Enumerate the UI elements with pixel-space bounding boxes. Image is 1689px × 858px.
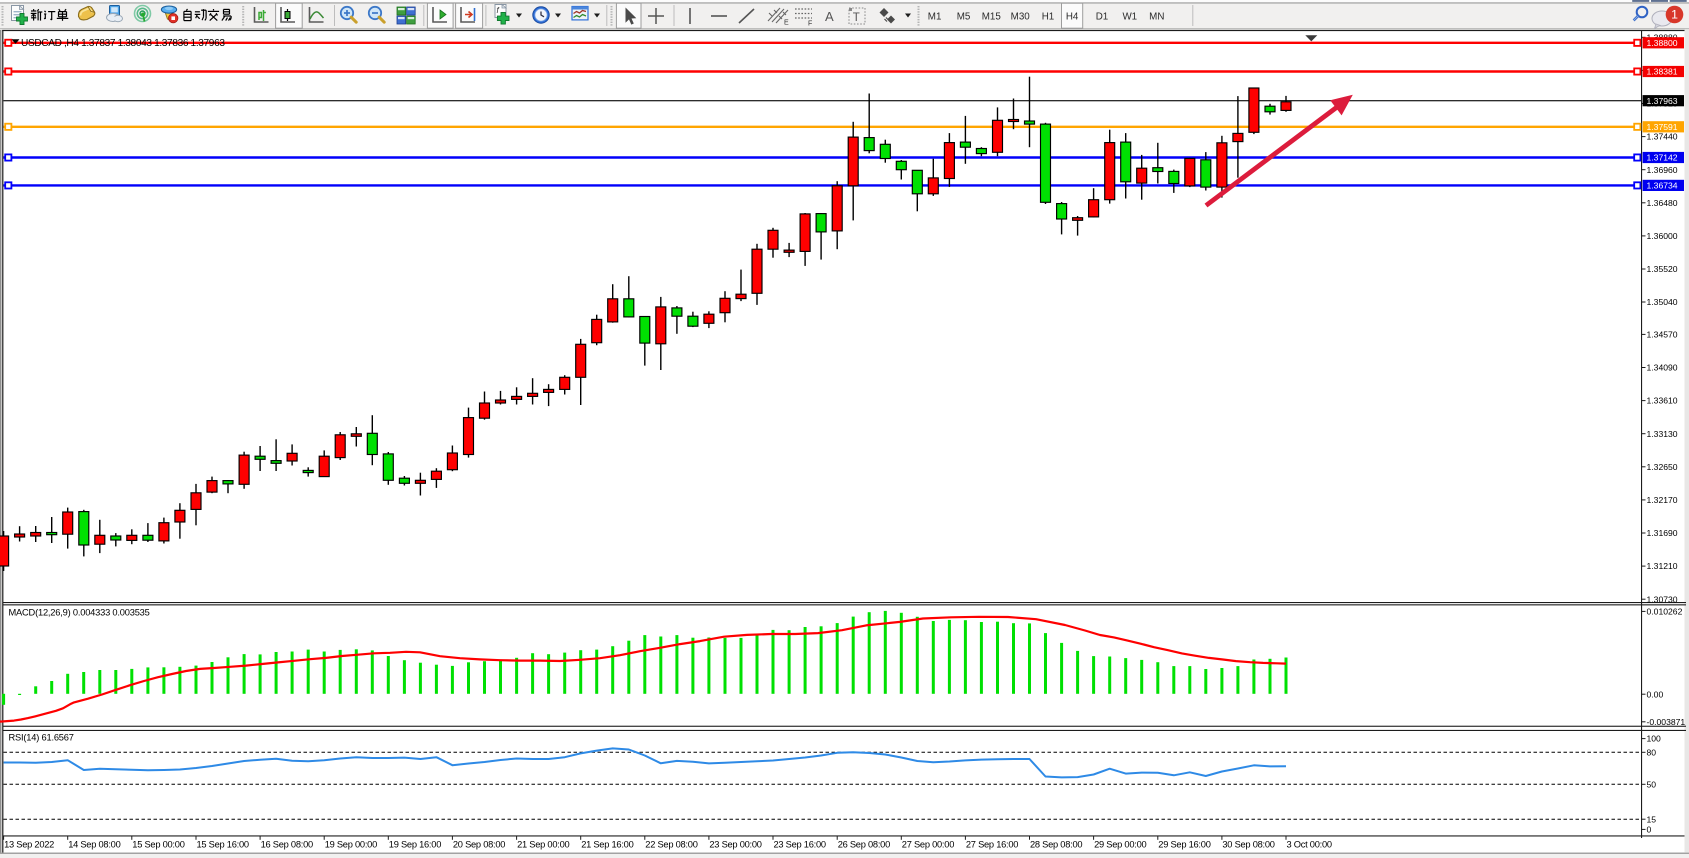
svg-text:1.35520: 1.35520 xyxy=(1647,264,1678,274)
svg-text:1.37142: 1.37142 xyxy=(1647,153,1678,163)
svg-text:H1: H1 xyxy=(1042,11,1055,22)
svg-text:19 Sep 16:00: 19 Sep 16:00 xyxy=(389,840,441,850)
svg-text:1.38800: 1.38800 xyxy=(1647,38,1678,48)
svg-text:19 Sep 00:00: 19 Sep 00:00 xyxy=(325,840,377,850)
svg-text:1.32170: 1.32170 xyxy=(1647,495,1678,505)
svg-text:1.33130: 1.33130 xyxy=(1647,429,1678,439)
svg-text:15: 15 xyxy=(1647,814,1657,824)
svg-text:3 Oct 00:00: 3 Oct 00:00 xyxy=(1287,840,1332,850)
svg-text:100: 100 xyxy=(1647,734,1662,744)
svg-text:1.31210: 1.31210 xyxy=(1647,561,1678,571)
svg-text:21 Sep 00:00: 21 Sep 00:00 xyxy=(517,840,569,850)
svg-text:F: F xyxy=(808,21,812,28)
svg-text:1.37440: 1.37440 xyxy=(1647,132,1678,142)
svg-text:20 Sep 08:00: 20 Sep 08:00 xyxy=(453,840,505,850)
svg-text:27 Sep 16:00: 27 Sep 16:00 xyxy=(966,840,1018,850)
svg-text:1.33610: 1.33610 xyxy=(1647,396,1678,406)
svg-text:1.36734: 1.36734 xyxy=(1647,181,1678,191)
svg-text:D1: D1 xyxy=(1096,11,1109,22)
svg-text:1.37963: 1.37963 xyxy=(1647,96,1678,106)
svg-text:-0.003871: -0.003871 xyxy=(1647,717,1686,727)
svg-text:W1: W1 xyxy=(1122,11,1137,22)
svg-text:E: E xyxy=(784,20,789,27)
svg-text:14 Sep 08:00: 14 Sep 08:00 xyxy=(68,840,120,850)
svg-text:29 Sep 00:00: 29 Sep 00:00 xyxy=(1094,840,1146,850)
svg-text:1.35040: 1.35040 xyxy=(1647,297,1678,307)
svg-text:15 Sep 16:00: 15 Sep 16:00 xyxy=(197,840,249,850)
svg-text:21 Sep 16:00: 21 Sep 16:00 xyxy=(581,840,633,850)
svg-text:13 Sep 2022: 13 Sep 2022 xyxy=(4,840,54,850)
svg-text:22 Sep 08:00: 22 Sep 08:00 xyxy=(645,840,697,850)
svg-text:1.38381: 1.38381 xyxy=(1647,67,1678,77)
svg-text:30 Sep 08:00: 30 Sep 08:00 xyxy=(1222,840,1274,850)
svg-text:50: 50 xyxy=(1647,779,1657,789)
svg-text:T: T xyxy=(853,12,860,24)
svg-text:1: 1 xyxy=(1671,8,1678,22)
svg-text:1.37591: 1.37591 xyxy=(1647,122,1678,132)
svg-text:M5: M5 xyxy=(957,11,971,22)
svg-text:1.31690: 1.31690 xyxy=(1647,528,1678,538)
svg-text:1.34090: 1.34090 xyxy=(1647,363,1678,373)
svg-text:USDCAD ,H4 1.37837 1.38043 1.: USDCAD ,H4 1.37837 1.38043 1.37836 1.379… xyxy=(21,38,225,49)
svg-text:0: 0 xyxy=(1647,825,1652,835)
svg-text:1.36960: 1.36960 xyxy=(1647,165,1678,175)
svg-text:MACD(12,26,9) 0.004333 0.00353: MACD(12,26,9) 0.004333 0.003535 xyxy=(9,607,150,617)
svg-text:80: 80 xyxy=(1647,747,1657,757)
svg-text:28 Sep 08:00: 28 Sep 08:00 xyxy=(1030,840,1082,850)
svg-text:15 Sep 00:00: 15 Sep 00:00 xyxy=(132,840,184,850)
svg-text:1.36480: 1.36480 xyxy=(1647,198,1678,208)
svg-text:26 Sep 08:00: 26 Sep 08:00 xyxy=(838,840,890,850)
svg-text:M30: M30 xyxy=(1011,11,1031,22)
svg-text:1.32650: 1.32650 xyxy=(1647,462,1678,472)
svg-text:M15: M15 xyxy=(982,11,1002,22)
svg-text:29 Sep 16:00: 29 Sep 16:00 xyxy=(1158,840,1210,850)
svg-text:1.30730: 1.30730 xyxy=(1647,594,1678,604)
svg-text:23 Sep 00:00: 23 Sep 00:00 xyxy=(709,840,761,850)
svg-text:23 Sep 16:00: 23 Sep 16:00 xyxy=(774,840,826,850)
svg-text:A: A xyxy=(825,9,834,24)
svg-text:27 Sep 00:00: 27 Sep 00:00 xyxy=(902,840,954,850)
svg-text:1.34570: 1.34570 xyxy=(1647,330,1678,340)
svg-text:M1: M1 xyxy=(928,11,942,22)
svg-text:f: f xyxy=(497,6,500,15)
svg-text:0.00: 0.00 xyxy=(1647,689,1664,699)
svg-text:16 Sep 08:00: 16 Sep 08:00 xyxy=(261,840,313,850)
svg-text:1.36000: 1.36000 xyxy=(1647,231,1678,241)
svg-text:RSI(14) 61.6567: RSI(14) 61.6567 xyxy=(9,733,74,743)
svg-text:H4: H4 xyxy=(1066,11,1079,22)
svg-text:0.010262: 0.010262 xyxy=(1647,607,1683,617)
svg-text:MN: MN xyxy=(1149,11,1164,22)
